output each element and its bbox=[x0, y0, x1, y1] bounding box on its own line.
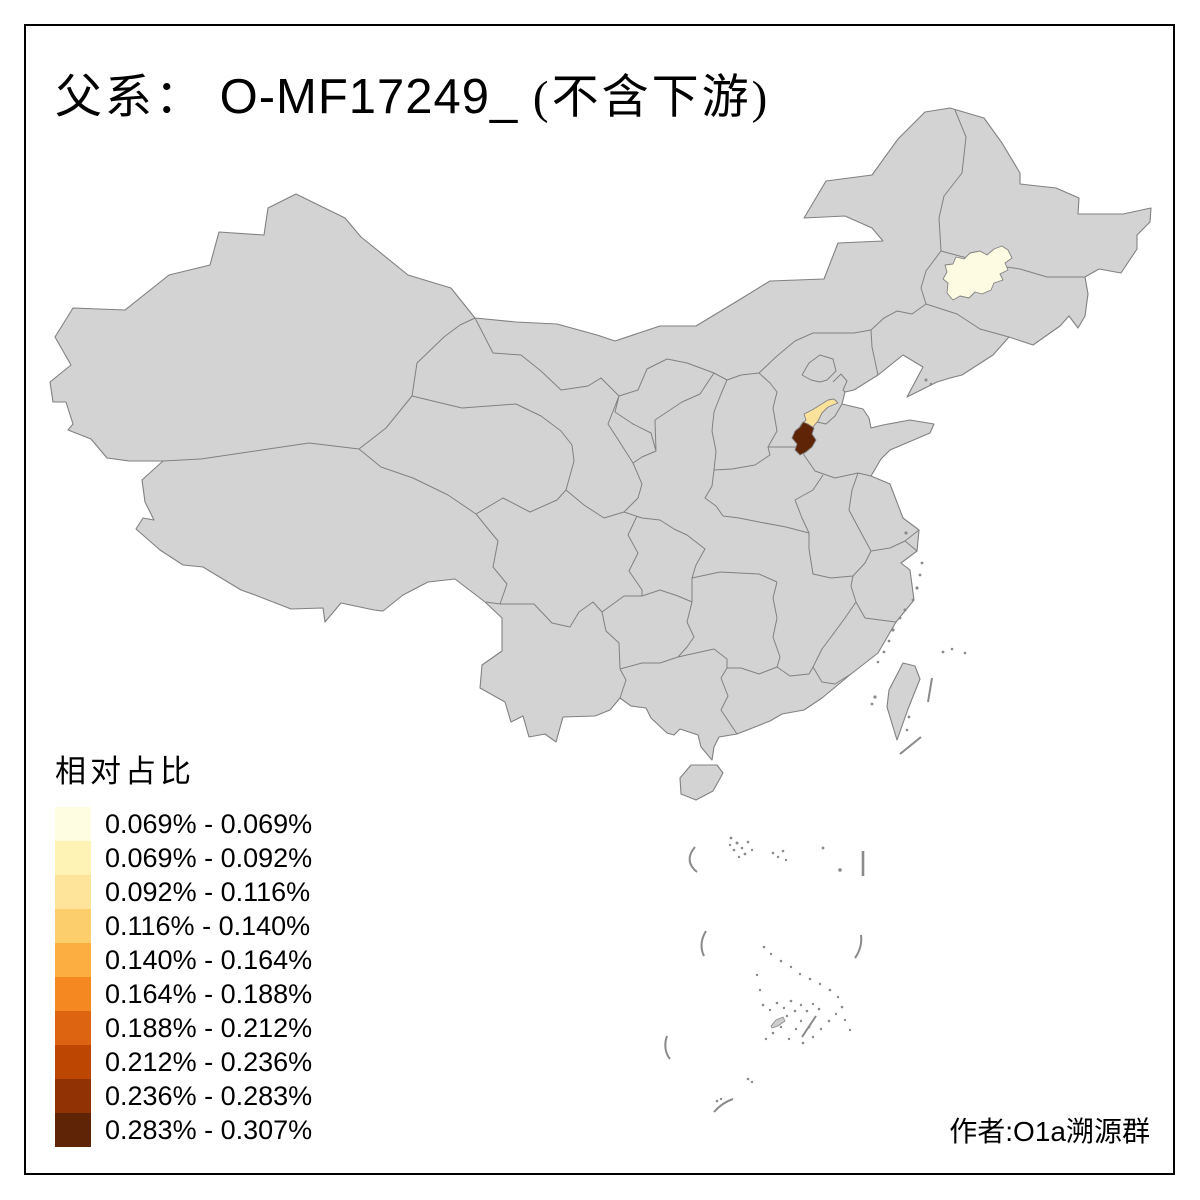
province-borders bbox=[162, 109, 1085, 735]
legend-label: 0.116% - 0.140% bbox=[105, 910, 311, 941]
legend-swatch bbox=[55, 875, 91, 909]
legend-swatch bbox=[55, 1011, 91, 1045]
legend-swatch bbox=[55, 943, 91, 977]
legend-row: 0.069% - 0.092% bbox=[55, 841, 312, 875]
legend-swatch bbox=[55, 1045, 91, 1079]
legend-items: 0.069% - 0.069% 0.069% - 0.092% 0.092% - 0… bbox=[55, 807, 312, 1147]
legend-row: 0.283% - 0.307% bbox=[55, 1113, 312, 1147]
title-haplogroup: O-MF17249_ bbox=[205, 70, 533, 124]
taiwan-island bbox=[886, 662, 921, 741]
legend-swatch bbox=[55, 1113, 91, 1147]
legend-row: 0.236% - 0.283% bbox=[55, 1079, 312, 1113]
legend-row: 0.212% - 0.236% bbox=[55, 1045, 312, 1079]
legend-row: 0.164% - 0.188% bbox=[55, 977, 312, 1011]
legend-label: 0.092% - 0.116% bbox=[105, 876, 311, 907]
map-title: 父系： O-MF17249_ (不含下游) bbox=[55, 58, 770, 127]
legend-swatch bbox=[55, 977, 91, 1011]
legend-label: 0.140% - 0.164% bbox=[105, 944, 313, 975]
legend-label: 0.188% - 0.212% bbox=[105, 1012, 313, 1043]
sea-boundary-dashes bbox=[664, 677, 933, 1113]
title-suffix: (不含下游) bbox=[532, 72, 771, 124]
legend-label: 0.164% - 0.188% bbox=[105, 978, 313, 1009]
legend-label: 0.283% - 0.307% bbox=[105, 1114, 313, 1145]
spratly-islet bbox=[770, 1016, 786, 1029]
legend: 相对占比 0.069% - 0.069% 0.069% - 0.092% 0.092… bbox=[55, 746, 312, 1147]
legend-row: 0.188% - 0.212% bbox=[55, 1011, 312, 1045]
legend-row: 0.140% - 0.164% bbox=[55, 943, 312, 977]
legend-row: 0.069% - 0.069% bbox=[55, 807, 312, 841]
legend-label: 0.069% - 0.069% bbox=[105, 808, 313, 839]
legend-swatch bbox=[55, 1079, 91, 1113]
legend-label: 0.236% - 0.283% bbox=[105, 1080, 313, 1111]
region-northeast bbox=[942, 245, 1013, 301]
legend-title: 相对占比 bbox=[55, 754, 195, 789]
legend-swatch bbox=[55, 909, 91, 943]
legend-row: 0.116% - 0.140% bbox=[55, 909, 312, 943]
legend-label: 0.212% - 0.236% bbox=[105, 1046, 313, 1077]
region-shandong-dark bbox=[791, 421, 817, 456]
hainan-island bbox=[679, 764, 724, 801]
small-islands bbox=[715, 378, 967, 1103]
mainland-china bbox=[49, 107, 1152, 761]
title-prefix: 父系： bbox=[55, 72, 205, 124]
legend-swatch bbox=[55, 807, 91, 841]
author-credit: 作者:O1a溯源群 bbox=[949, 1116, 1150, 1147]
legend-swatch bbox=[55, 841, 91, 875]
legend-row: 0.092% - 0.116% bbox=[55, 875, 312, 909]
legend-label: 0.069% - 0.092% bbox=[105, 842, 313, 873]
